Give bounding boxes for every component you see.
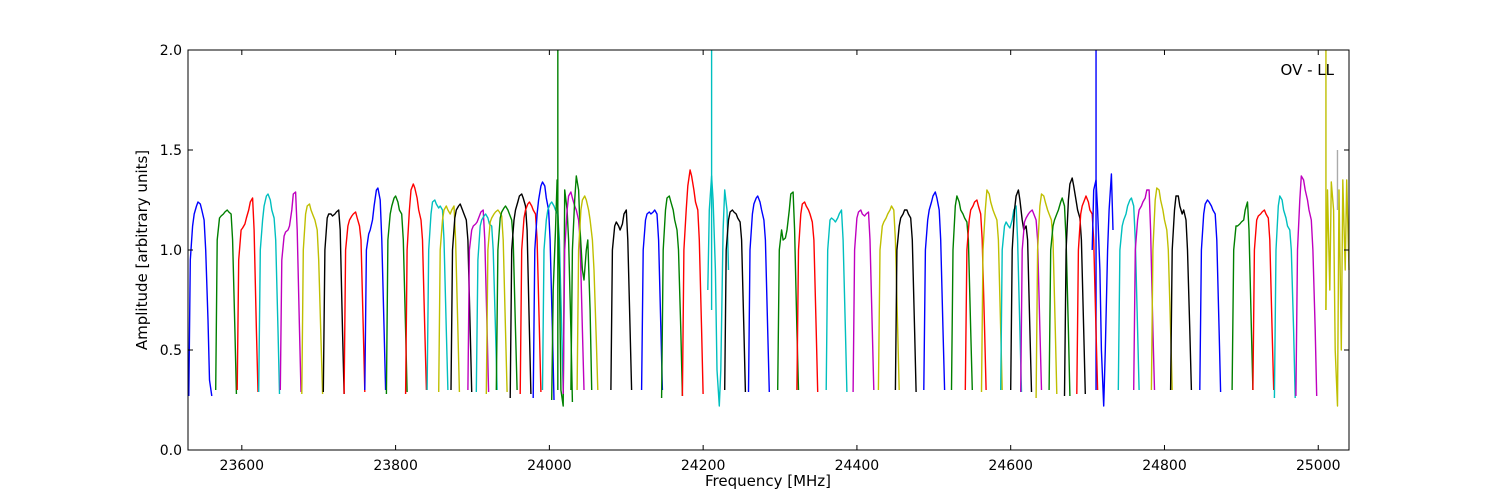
x-tick-label-5: 24600 <box>988 458 1033 474</box>
series-line-3 <box>258 193 281 395</box>
series-line-43 <box>1000 205 1023 393</box>
series-line-12 <box>438 205 461 393</box>
series-line-57 <box>1252 209 1275 391</box>
series-line-40 <box>950 195 973 391</box>
series-line-36 <box>852 209 875 393</box>
series-line-38 <box>894 209 917 393</box>
series-line-32 <box>747 195 770 393</box>
series-line-6 <box>322 209 345 395</box>
series-line-48 <box>1063 177 1086 397</box>
series-line-23 <box>562 191 585 395</box>
y-tick-label-2: 1.0 <box>160 243 182 259</box>
series-line-4 <box>279 191 302 393</box>
series-line-31 <box>724 209 747 393</box>
series-line-22 <box>551 179 574 407</box>
series-line-29 <box>681 169 704 397</box>
series-line-26 <box>610 209 633 391</box>
series-line-27 <box>640 209 664 391</box>
series-line-10 <box>404 183 428 395</box>
y-tick-label-4: 2.0 <box>160 43 182 59</box>
x-tick-label-7: 25000 <box>1296 458 1341 474</box>
series-line-50 <box>1091 173 1114 407</box>
x-axis-label: Frequency [MHz] <box>705 472 831 490</box>
series-line-8 <box>364 187 387 391</box>
series-line-24 <box>570 175 593 391</box>
plot-annotation: OV - LL <box>1281 61 1335 79</box>
series-line-18 <box>509 193 532 399</box>
series-line-13 <box>450 203 473 393</box>
series-line-20 <box>532 181 555 401</box>
x-tick-label-6: 24800 <box>1142 458 1187 474</box>
series-line-2 <box>236 197 259 393</box>
ticks-layer: 23600 23800 24000 24200 24400 24600 24800 25000… <box>160 43 1349 474</box>
x-tick-label-3: 24200 <box>681 458 726 474</box>
x-tick-label-2: 24000 <box>527 458 572 474</box>
series-line-46 <box>1035 193 1058 399</box>
series-line-7 <box>343 211 366 395</box>
series-line-1 <box>215 209 238 395</box>
y-axis-label: Amplitude [arbitrary units] <box>133 150 151 350</box>
series-line-28 <box>660 195 684 399</box>
series-line-53 <box>1150 187 1173 391</box>
plot-frame <box>187 49 1350 451</box>
series-line-17 <box>495 205 518 391</box>
series-line-21 <box>541 201 564 391</box>
y-tick-label-1: 0.5 <box>160 343 182 359</box>
series-line-52 <box>1132 189 1156 391</box>
series-line-37 <box>877 205 900 391</box>
series-layer <box>188 50 1350 407</box>
series-line-25 <box>576 195 599 391</box>
series-line-14 <box>467 209 490 393</box>
series-line-39 <box>923 191 946 391</box>
series-line-49 <box>1076 195 1099 395</box>
y-tick-label-0: 0.0 <box>160 443 182 459</box>
series-line-44 <box>1010 189 1033 393</box>
series-line-0 <box>188 201 213 397</box>
x-tick-label-0: 23600 <box>220 458 265 474</box>
series-line-30 <box>707 175 730 407</box>
series-line-16 <box>485 209 508 395</box>
series-line-15 <box>475 213 498 393</box>
series-line-33 <box>777 191 800 391</box>
series-line-58 <box>1273 195 1296 399</box>
series-line-42 <box>980 189 1003 393</box>
series-line-55 <box>1199 199 1222 393</box>
series-line-60 <box>1325 179 1350 407</box>
x-tick-label-1: 23800 <box>373 458 418 474</box>
series-line-35 <box>825 209 848 393</box>
series-line-54 <box>1169 195 1193 391</box>
series-line-5 <box>301 203 324 395</box>
x-tick-label-4: 24400 <box>835 458 880 474</box>
series-line-11 <box>426 199 449 391</box>
series-line-59 <box>1295 175 1318 397</box>
plot-background <box>188 50 1349 450</box>
y-tick-label-3: 1.5 <box>160 143 182 159</box>
series-line-56 <box>1231 201 1254 391</box>
series-line-19 <box>519 201 542 395</box>
series-line-34 <box>796 201 819 393</box>
series-line-9 <box>385 195 408 395</box>
